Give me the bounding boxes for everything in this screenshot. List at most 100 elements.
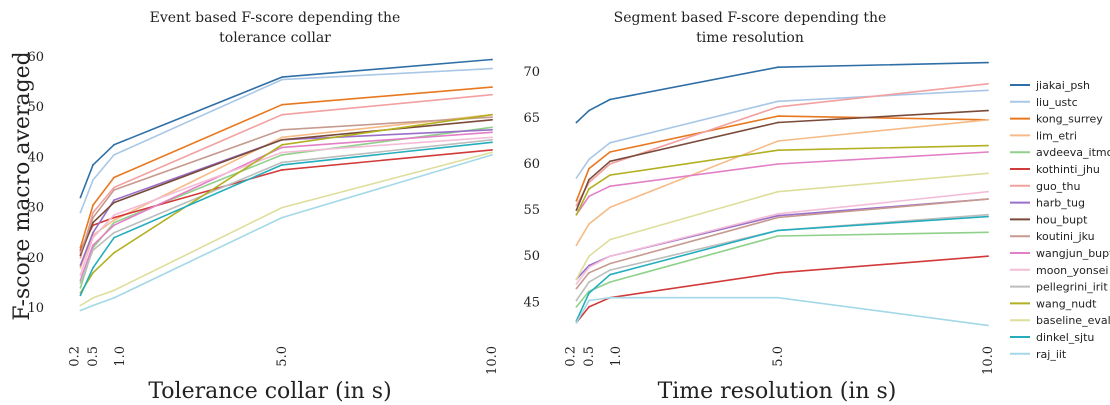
- x-tick-label: 0.2: [563, 346, 578, 367]
- x-tick-label: 5.0: [771, 346, 786, 367]
- legend-label: wangjun_bupt: [1036, 247, 1110, 260]
- y-tick-label: 60: [523, 157, 540, 172]
- data-point-guo_thu: [92, 211, 94, 214]
- data-point-wangjun_bupt: [113, 224, 115, 227]
- data-point-dinkel_sjtu: [281, 164, 283, 166]
- data-point-jiakai_psh: [491, 58, 493, 61]
- x-axis-label: Tolerance collar (in s): [148, 379, 391, 404]
- data-point-raj_iit: [609, 296, 611, 299]
- data-point-moon_yonsei: [987, 190, 989, 193]
- legend-label: guo_thu: [1036, 180, 1080, 193]
- data-point-guo_thu: [609, 163, 611, 165]
- legend-item-kong_surrey: kong_surrey: [1010, 113, 1103, 126]
- legend-item-baseline_eval: baseline_eval: [1010, 314, 1110, 327]
- legend: jiakai_psh liu_ustc kong_surrey lim_etriavd…: [1010, 79, 1110, 361]
- data-point-avdeeva_itmo: [777, 235, 779, 237]
- data-point-baseline_eval: [575, 278, 578, 281]
- legend-label: pellegrini_irit: [1036, 281, 1108, 294]
- data-point-raj_iit: [79, 309, 82, 312]
- series-line-raj_iit: [575, 296, 989, 327]
- chart-title-line-2: tolerance collar: [219, 30, 331, 46]
- series-line-kothinti_jhu: [575, 255, 989, 324]
- data-point-pellegrini_irit: [281, 161, 283, 164]
- data-point-hou_bupt: [777, 121, 779, 124]
- data-point-guo_thu: [491, 93, 493, 96]
- data-point-liu_ustc: [987, 89, 989, 92]
- series-line-kong_surrey: [79, 86, 493, 248]
- data-point-moon_yonsei: [79, 274, 82, 277]
- data-point-wangjun_bupt: [92, 244, 94, 247]
- series-line-liu_ustc: [575, 89, 989, 179]
- data-point-kong_surrey: [588, 167, 590, 170]
- data-point-liu_ustc: [491, 67, 493, 70]
- data-point-wangjun_bupt: [987, 151, 989, 153]
- series-line-avdeeva_itmo: [575, 231, 989, 308]
- data-point-harb_tug: [588, 264, 590, 267]
- data-point-koutini_jku: [113, 189, 115, 191]
- data-point-pellegrini_irit: [92, 249, 94, 252]
- y-tick-label: 20: [27, 251, 44, 266]
- data-point-moon_yonsei: [113, 214, 115, 217]
- data-point-baseline_eval: [491, 151, 493, 154]
- legend-label: koutini_jku: [1036, 230, 1095, 243]
- data-point-koutini_jku: [588, 271, 590, 274]
- data-point-lim_etri: [281, 136, 283, 139]
- data-point-guo_thu: [113, 186, 115, 189]
- series-line-moon_yonsei: [575, 190, 989, 285]
- data-point-liu_ustc: [609, 141, 611, 144]
- legend-item-lim_etri: lim_etri: [1010, 129, 1077, 142]
- data-point-hou_bupt: [113, 201, 115, 204]
- x-tick-label: 0.5: [86, 346, 101, 367]
- legend-item-raj_iit: raj_iit: [1010, 348, 1067, 361]
- data-point-guo_thu: [281, 113, 283, 116]
- data-point-wangjun_bupt: [588, 195, 590, 198]
- data-point-harb_tug: [79, 264, 82, 267]
- data-point-pellegrini_irit: [113, 231, 115, 234]
- x-tick-label: 1.0: [113, 346, 128, 367]
- data-point-avdeeva_itmo: [491, 126, 493, 129]
- legend-item-guo_thu: guo_thu: [1010, 180, 1080, 193]
- data-point-kong_surrey: [609, 151, 611, 153]
- data-point-koutini_jku: [575, 287, 578, 290]
- legend-label: liu_ustc: [1036, 96, 1078, 109]
- x-tick-label: 10.0: [485, 346, 500, 375]
- data-point-dinkel_sjtu: [92, 266, 94, 269]
- data-point-hou_bupt: [281, 138, 283, 141]
- legend-item-moon_yonsei: moon_yonsei: [1010, 264, 1108, 277]
- data-point-liu_ustc: [575, 177, 578, 179]
- chart-title-line-1: Event based F-score depending the: [150, 10, 401, 26]
- data-point-lim_etri: [575, 244, 578, 247]
- data-point-jiakai_psh: [777, 66, 779, 69]
- y-tick-label: 60: [27, 50, 44, 65]
- data-point-lim_etri: [777, 140, 779, 142]
- data-point-koutini_jku: [281, 128, 283, 131]
- data-point-guo_thu: [79, 256, 82, 259]
- legend-item-dinkel_sjtu: dinkel_sjtu: [1010, 331, 1094, 344]
- data-point-avdeeva_itmo: [609, 281, 611, 283]
- legend-label: wang_nudt: [1036, 297, 1097, 310]
- legend-item-kothinti_jhu: kothinti_jhu: [1010, 163, 1100, 176]
- data-point-baseline_eval: [609, 238, 611, 241]
- data-point-wangjun_bupt: [609, 185, 611, 188]
- data-point-dinkel_sjtu: [777, 229, 779, 232]
- y-tick-label: 70: [523, 65, 540, 80]
- data-point-pellegrini_irit: [588, 281, 590, 283]
- data-point-jiakai_psh: [92, 164, 94, 166]
- y-tick-label: 50: [523, 249, 540, 264]
- legend-item-koutini_jku: koutini_jku: [1010, 230, 1095, 243]
- data-point-liu_ustc: [79, 211, 82, 214]
- data-point-liu_ustc: [588, 158, 590, 161]
- legend-label: baseline_eval: [1036, 314, 1110, 327]
- legend-label: kothinti_jhu: [1036, 163, 1100, 176]
- x-axis-label: Time resolution (in s): [658, 379, 897, 404]
- data-point-raj_iit: [113, 297, 115, 299]
- data-point-koutini_jku: [491, 116, 493, 119]
- series-lines: [575, 61, 989, 327]
- series-line-guo_thu: [79, 93, 493, 259]
- data-point-kong_surrey: [575, 200, 578, 202]
- data-point-kothinti_jhu: [588, 306, 590, 308]
- data-point-wang_nudt: [92, 271, 94, 274]
- data-point-lim_etri: [79, 266, 82, 269]
- legend-item-avdeeva_itmo: avdeeva_itmo: [1010, 146, 1110, 159]
- event-based-chart: Event based F-score depending the tolera…: [27, 10, 500, 404]
